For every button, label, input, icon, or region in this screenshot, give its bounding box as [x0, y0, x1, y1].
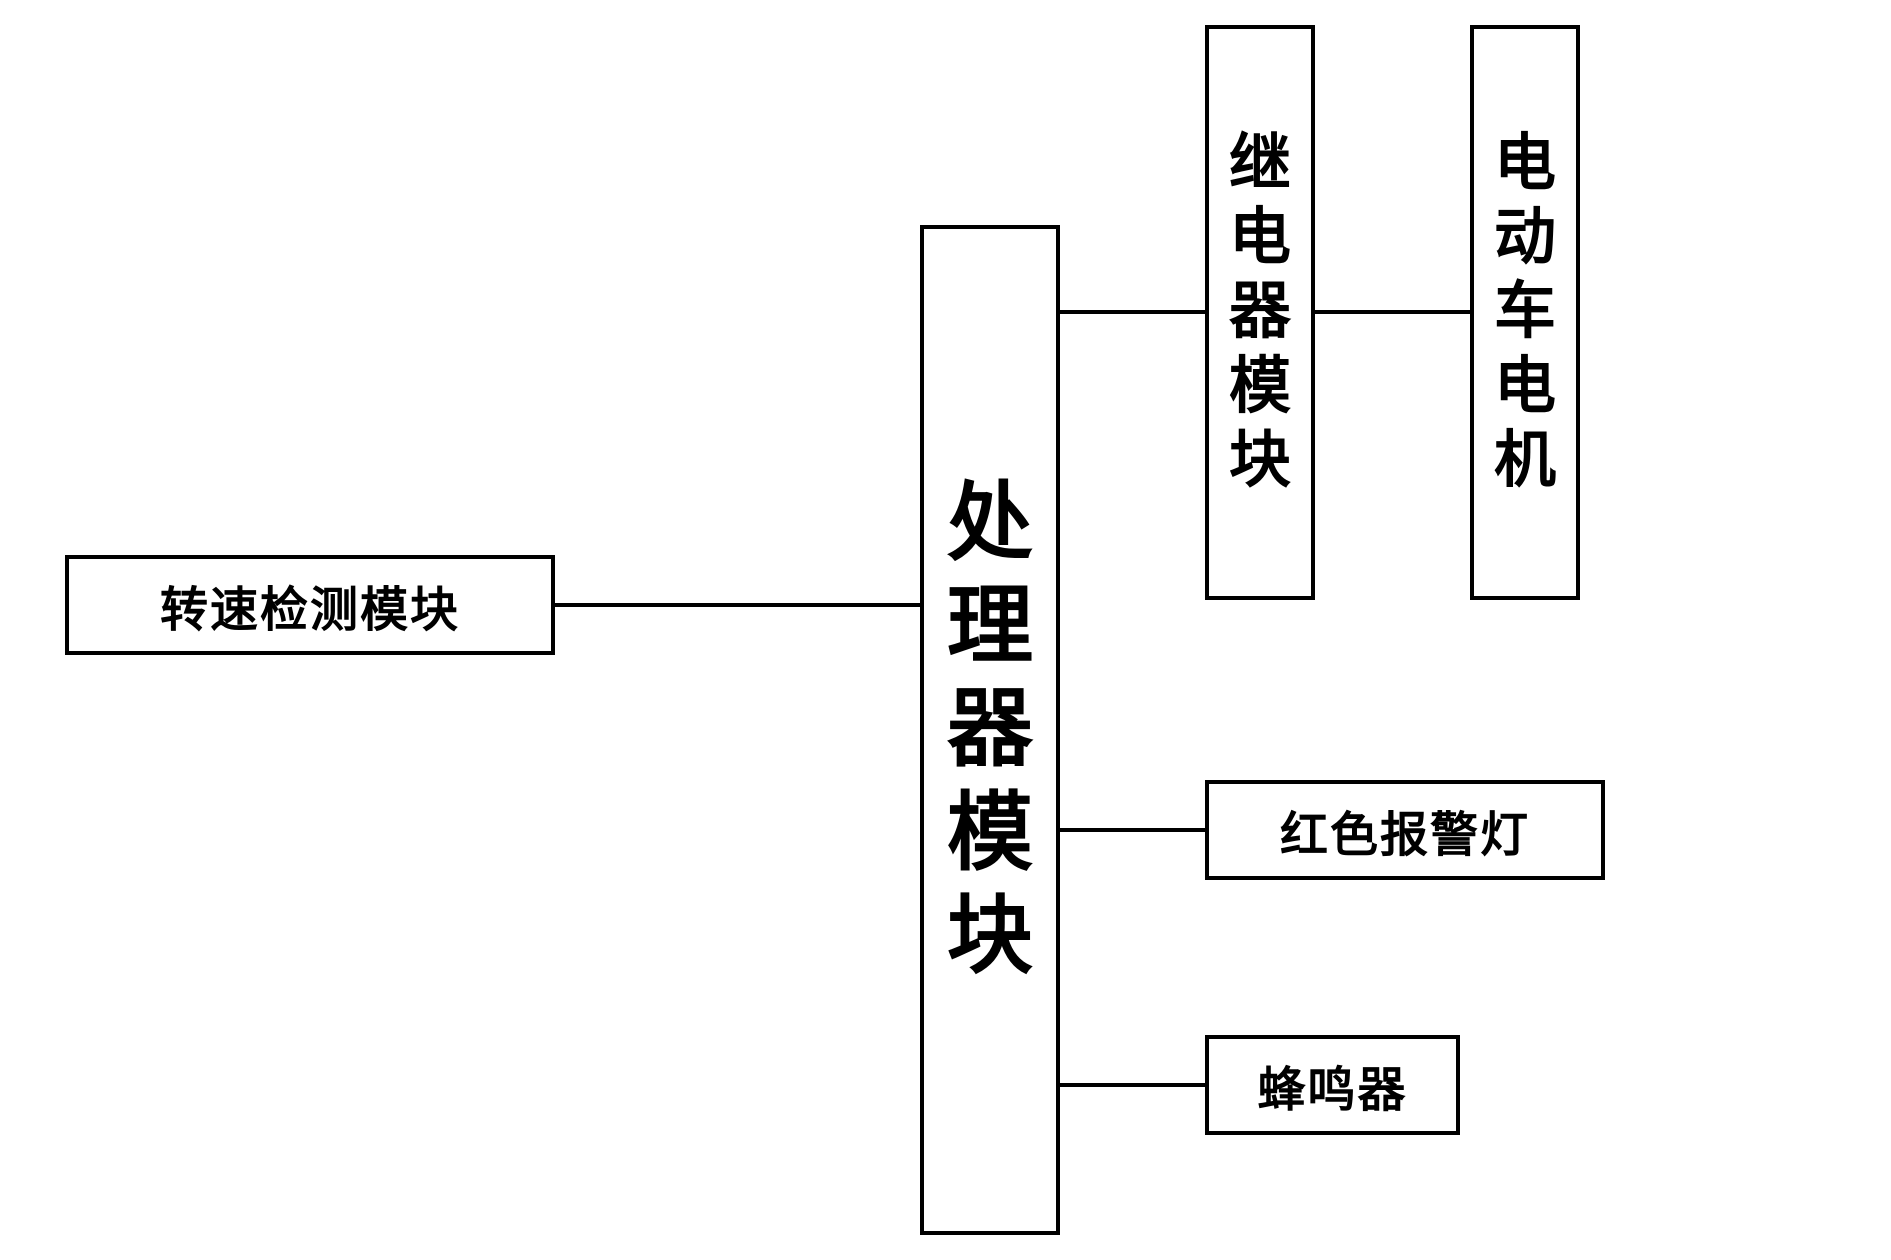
char: 电 — [1494, 350, 1556, 424]
char: 块 — [947, 885, 1033, 988]
char: 模 — [1229, 350, 1291, 424]
char: 车 — [1494, 275, 1556, 349]
edge-processor-to-buzzer — [1060, 1083, 1205, 1087]
char: 器 — [947, 678, 1033, 781]
edge-processor-to-alarm — [1060, 828, 1205, 832]
char: 机 — [1494, 424, 1556, 498]
node-buzzer: 蜂鸣器 — [1205, 1035, 1460, 1135]
edge-processor-to-relay — [1060, 310, 1205, 314]
char: 电 — [1494, 127, 1556, 201]
char: 处 — [947, 472, 1033, 575]
char: 动 — [1494, 201, 1556, 275]
edge-relay-to-motor — [1315, 310, 1470, 314]
node-speed-detection: 转速检测模块 — [65, 555, 555, 655]
edge-speed-to-processor — [555, 603, 920, 607]
node-red-alarm: 红色报警灯 — [1205, 780, 1605, 880]
char: 理 — [947, 575, 1033, 678]
char: 继 — [1229, 127, 1291, 201]
char: 块 — [1229, 424, 1291, 498]
node-relay-module: 继 电 器 模 块 — [1205, 25, 1315, 600]
char: 电 — [1229, 201, 1291, 275]
node-label: 蜂鸣器 — [1257, 1050, 1407, 1120]
node-label: 转速检测模块 — [160, 570, 460, 640]
node-ev-motor: 电 动 车 电 机 — [1470, 25, 1580, 600]
char: 器 — [1229, 275, 1291, 349]
node-label: 红色报警灯 — [1280, 795, 1530, 865]
node-processor: 处 理 器 模 块 — [920, 225, 1060, 1235]
char: 模 — [947, 782, 1033, 885]
